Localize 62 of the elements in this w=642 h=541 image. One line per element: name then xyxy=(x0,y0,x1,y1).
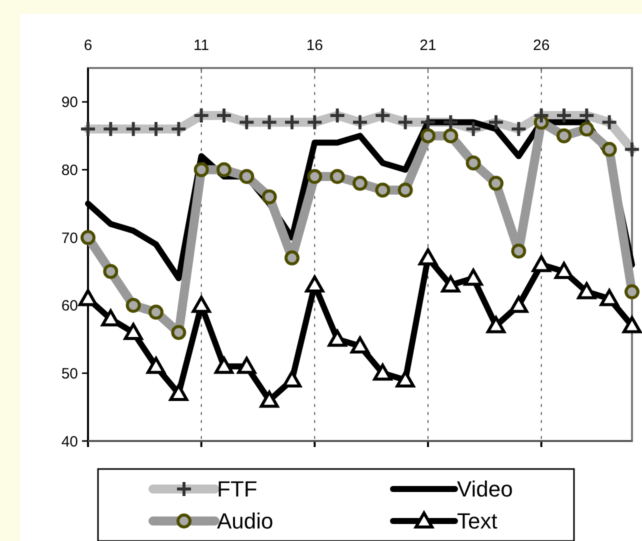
point xyxy=(554,262,574,279)
x-tick-label: 11 xyxy=(194,37,210,54)
point xyxy=(103,264,118,279)
x-tick-label: 21 xyxy=(420,37,436,54)
point xyxy=(556,128,572,144)
point xyxy=(398,182,413,198)
legend-label: Video xyxy=(457,476,513,502)
point xyxy=(216,162,232,178)
point xyxy=(192,296,211,313)
point xyxy=(441,276,460,293)
point xyxy=(282,370,302,388)
point xyxy=(624,284,640,300)
point xyxy=(443,128,458,144)
point xyxy=(262,189,277,204)
point xyxy=(622,316,642,334)
y-tick-label: 90 xyxy=(61,94,78,112)
point xyxy=(307,169,322,184)
point xyxy=(330,169,345,184)
point xyxy=(420,128,436,144)
point xyxy=(418,248,438,266)
point xyxy=(126,298,141,313)
point xyxy=(124,322,143,340)
point xyxy=(214,356,234,374)
point xyxy=(511,244,526,259)
point xyxy=(464,268,483,286)
point xyxy=(169,384,188,402)
y-tick-label: 50 xyxy=(61,365,78,382)
point xyxy=(509,296,528,313)
y-tick-label: 70 xyxy=(61,230,78,247)
point xyxy=(194,162,209,178)
x-tick-label: 26 xyxy=(532,37,550,54)
point xyxy=(579,122,594,137)
point xyxy=(352,176,368,191)
point xyxy=(600,289,619,306)
point xyxy=(396,370,415,388)
point xyxy=(486,316,506,334)
legend-label: Text xyxy=(457,508,498,534)
point xyxy=(284,250,300,266)
point xyxy=(466,155,481,170)
point xyxy=(148,304,164,320)
point xyxy=(328,330,347,347)
point xyxy=(171,324,186,340)
point xyxy=(146,356,166,374)
y-tick-label: 40 xyxy=(61,433,78,450)
legend-label: FTF xyxy=(217,476,258,502)
point xyxy=(260,390,279,408)
x-tick-label: 6 xyxy=(84,37,92,54)
point xyxy=(305,276,324,293)
point xyxy=(488,176,504,191)
point xyxy=(350,336,370,354)
point xyxy=(373,364,392,381)
point xyxy=(78,289,98,306)
point xyxy=(80,230,96,246)
point xyxy=(375,182,390,198)
point xyxy=(532,255,551,272)
x-tick-label: 16 xyxy=(306,37,324,54)
y-tick-label: 80 xyxy=(61,162,78,179)
point xyxy=(237,356,256,374)
y-tick-label: 60 xyxy=(61,298,78,315)
point xyxy=(577,282,596,300)
point xyxy=(602,142,617,157)
legend-label: Audio xyxy=(217,508,274,534)
